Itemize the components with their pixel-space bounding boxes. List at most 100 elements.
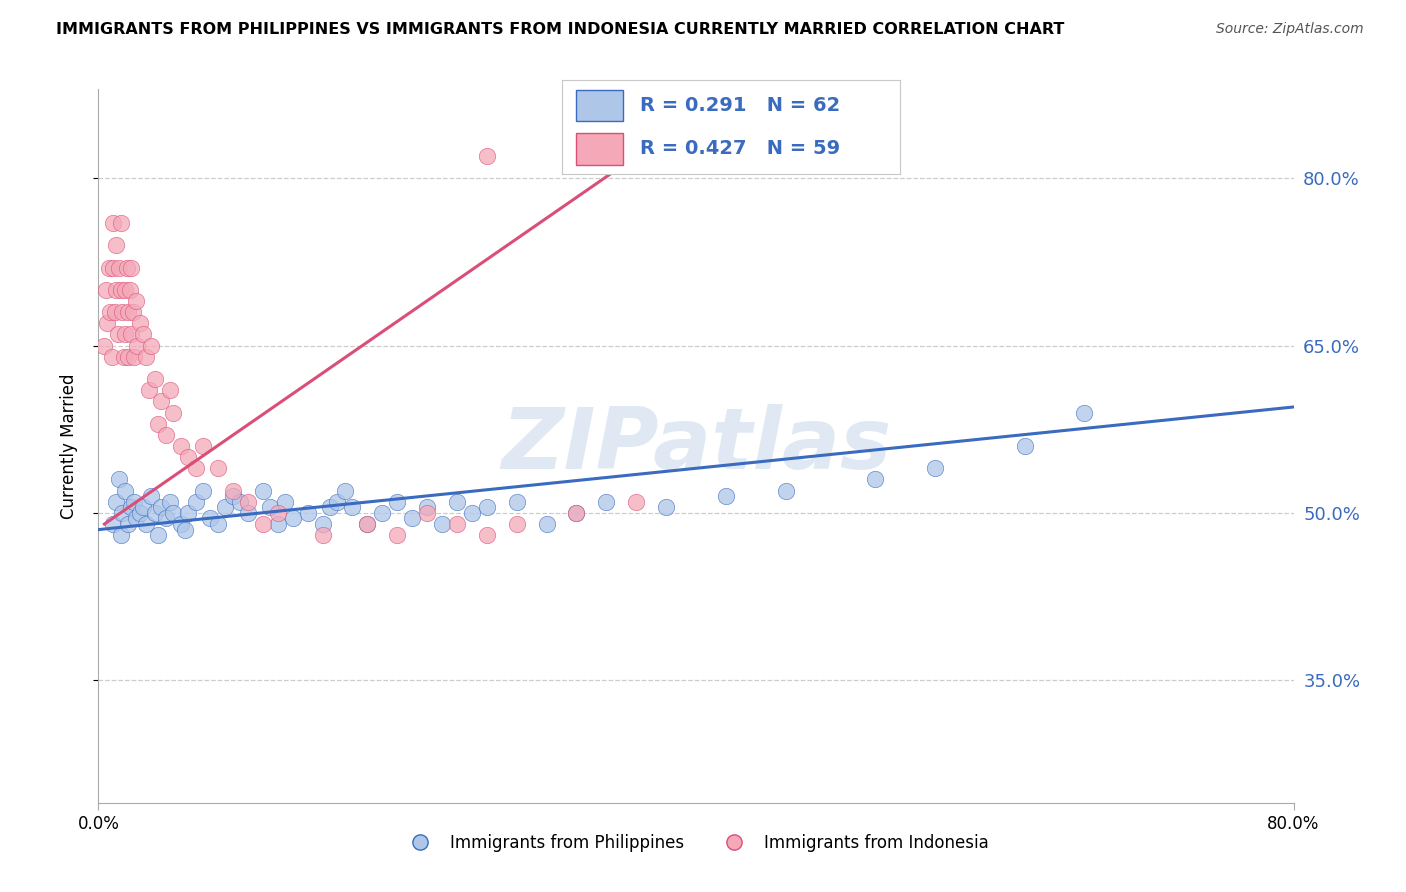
Point bbox=[371, 506, 394, 520]
Point bbox=[96, 316, 118, 330]
Point bbox=[319, 500, 342, 515]
Point bbox=[222, 489, 245, 503]
Point bbox=[924, 461, 946, 475]
Point bbox=[105, 283, 128, 297]
Text: Source: ZipAtlas.com: Source: ZipAtlas.com bbox=[1216, 22, 1364, 37]
Point bbox=[93, 338, 115, 352]
Point bbox=[117, 305, 139, 319]
Point bbox=[200, 511, 222, 525]
Point bbox=[148, 528, 170, 542]
Point bbox=[132, 500, 155, 515]
Point bbox=[236, 494, 259, 508]
Point bbox=[110, 528, 132, 542]
Point bbox=[110, 216, 132, 230]
Point bbox=[103, 260, 125, 275]
Point bbox=[356, 516, 378, 531]
Point bbox=[430, 516, 453, 531]
Point bbox=[536, 516, 558, 531]
Point bbox=[108, 472, 131, 486]
Point bbox=[129, 506, 152, 520]
Point bbox=[155, 427, 177, 442]
Point bbox=[446, 516, 468, 531]
Point bbox=[124, 350, 146, 364]
Point bbox=[132, 327, 155, 342]
Point bbox=[416, 506, 439, 520]
Point bbox=[416, 500, 439, 515]
Point bbox=[385, 494, 409, 508]
Point bbox=[326, 494, 349, 508]
Point bbox=[311, 516, 333, 531]
Point bbox=[162, 405, 184, 419]
Point bbox=[184, 461, 207, 475]
Legend: Immigrants from Philippines, Immigrants from Indonesia: Immigrants from Philippines, Immigrants … bbox=[396, 828, 995, 859]
Point bbox=[401, 511, 423, 525]
Text: IMMIGRANTS FROM PHILIPPINES VS IMMIGRANTS FROM INDONESIA CURRENTLY MARRIED CORRE: IMMIGRANTS FROM PHILIPPINES VS IMMIGRANT… bbox=[56, 22, 1064, 37]
Point bbox=[127, 338, 149, 352]
Point bbox=[129, 316, 152, 330]
Point bbox=[356, 516, 378, 531]
Point bbox=[252, 483, 274, 498]
Point bbox=[111, 506, 134, 520]
Point bbox=[595, 494, 617, 508]
Point bbox=[162, 506, 184, 520]
Point bbox=[865, 472, 887, 486]
Point bbox=[159, 384, 181, 398]
Text: R = 0.427   N = 59: R = 0.427 N = 59 bbox=[640, 139, 841, 158]
Point bbox=[177, 506, 200, 520]
Point bbox=[461, 506, 484, 520]
Point bbox=[155, 511, 177, 525]
Point bbox=[148, 417, 170, 431]
Point bbox=[1073, 405, 1095, 419]
Point bbox=[103, 216, 125, 230]
Point bbox=[626, 494, 648, 508]
Point bbox=[184, 494, 207, 508]
Point bbox=[214, 500, 236, 515]
Point bbox=[655, 500, 678, 515]
Point bbox=[311, 528, 333, 542]
Point bbox=[297, 506, 319, 520]
Point bbox=[475, 500, 498, 515]
Point bbox=[117, 516, 139, 531]
Point bbox=[143, 506, 166, 520]
Point bbox=[120, 327, 142, 342]
Point bbox=[222, 483, 245, 498]
Point bbox=[124, 494, 146, 508]
Point bbox=[120, 260, 142, 275]
Text: R = 0.291   N = 62: R = 0.291 N = 62 bbox=[640, 96, 841, 115]
Point bbox=[475, 149, 498, 163]
Point bbox=[98, 305, 122, 319]
Point bbox=[139, 489, 162, 503]
Point bbox=[169, 439, 191, 453]
Point bbox=[274, 494, 297, 508]
Point bbox=[385, 528, 409, 542]
Point bbox=[191, 483, 214, 498]
Point bbox=[115, 260, 138, 275]
Point bbox=[267, 516, 290, 531]
Point bbox=[229, 494, 252, 508]
Point bbox=[110, 283, 132, 297]
Point bbox=[105, 238, 128, 252]
Point bbox=[138, 384, 160, 398]
Point bbox=[117, 350, 139, 364]
Point bbox=[135, 516, 157, 531]
Point bbox=[169, 516, 191, 531]
Point bbox=[125, 293, 148, 308]
Text: ZIPatlas: ZIPatlas bbox=[501, 404, 891, 488]
Point bbox=[118, 283, 141, 297]
Point bbox=[105, 494, 128, 508]
Point bbox=[101, 350, 124, 364]
Point bbox=[565, 506, 588, 520]
Y-axis label: Currently Married: Currently Married bbox=[59, 373, 77, 519]
Point bbox=[1014, 439, 1036, 453]
Point bbox=[121, 305, 143, 319]
Point bbox=[252, 516, 274, 531]
Point bbox=[207, 516, 229, 531]
Point bbox=[150, 394, 173, 409]
Point bbox=[114, 327, 136, 342]
Point bbox=[125, 511, 148, 525]
Point bbox=[114, 283, 136, 297]
Point bbox=[475, 528, 498, 542]
Bar bbox=[576, 89, 623, 121]
Point bbox=[259, 500, 281, 515]
Point bbox=[236, 506, 259, 520]
